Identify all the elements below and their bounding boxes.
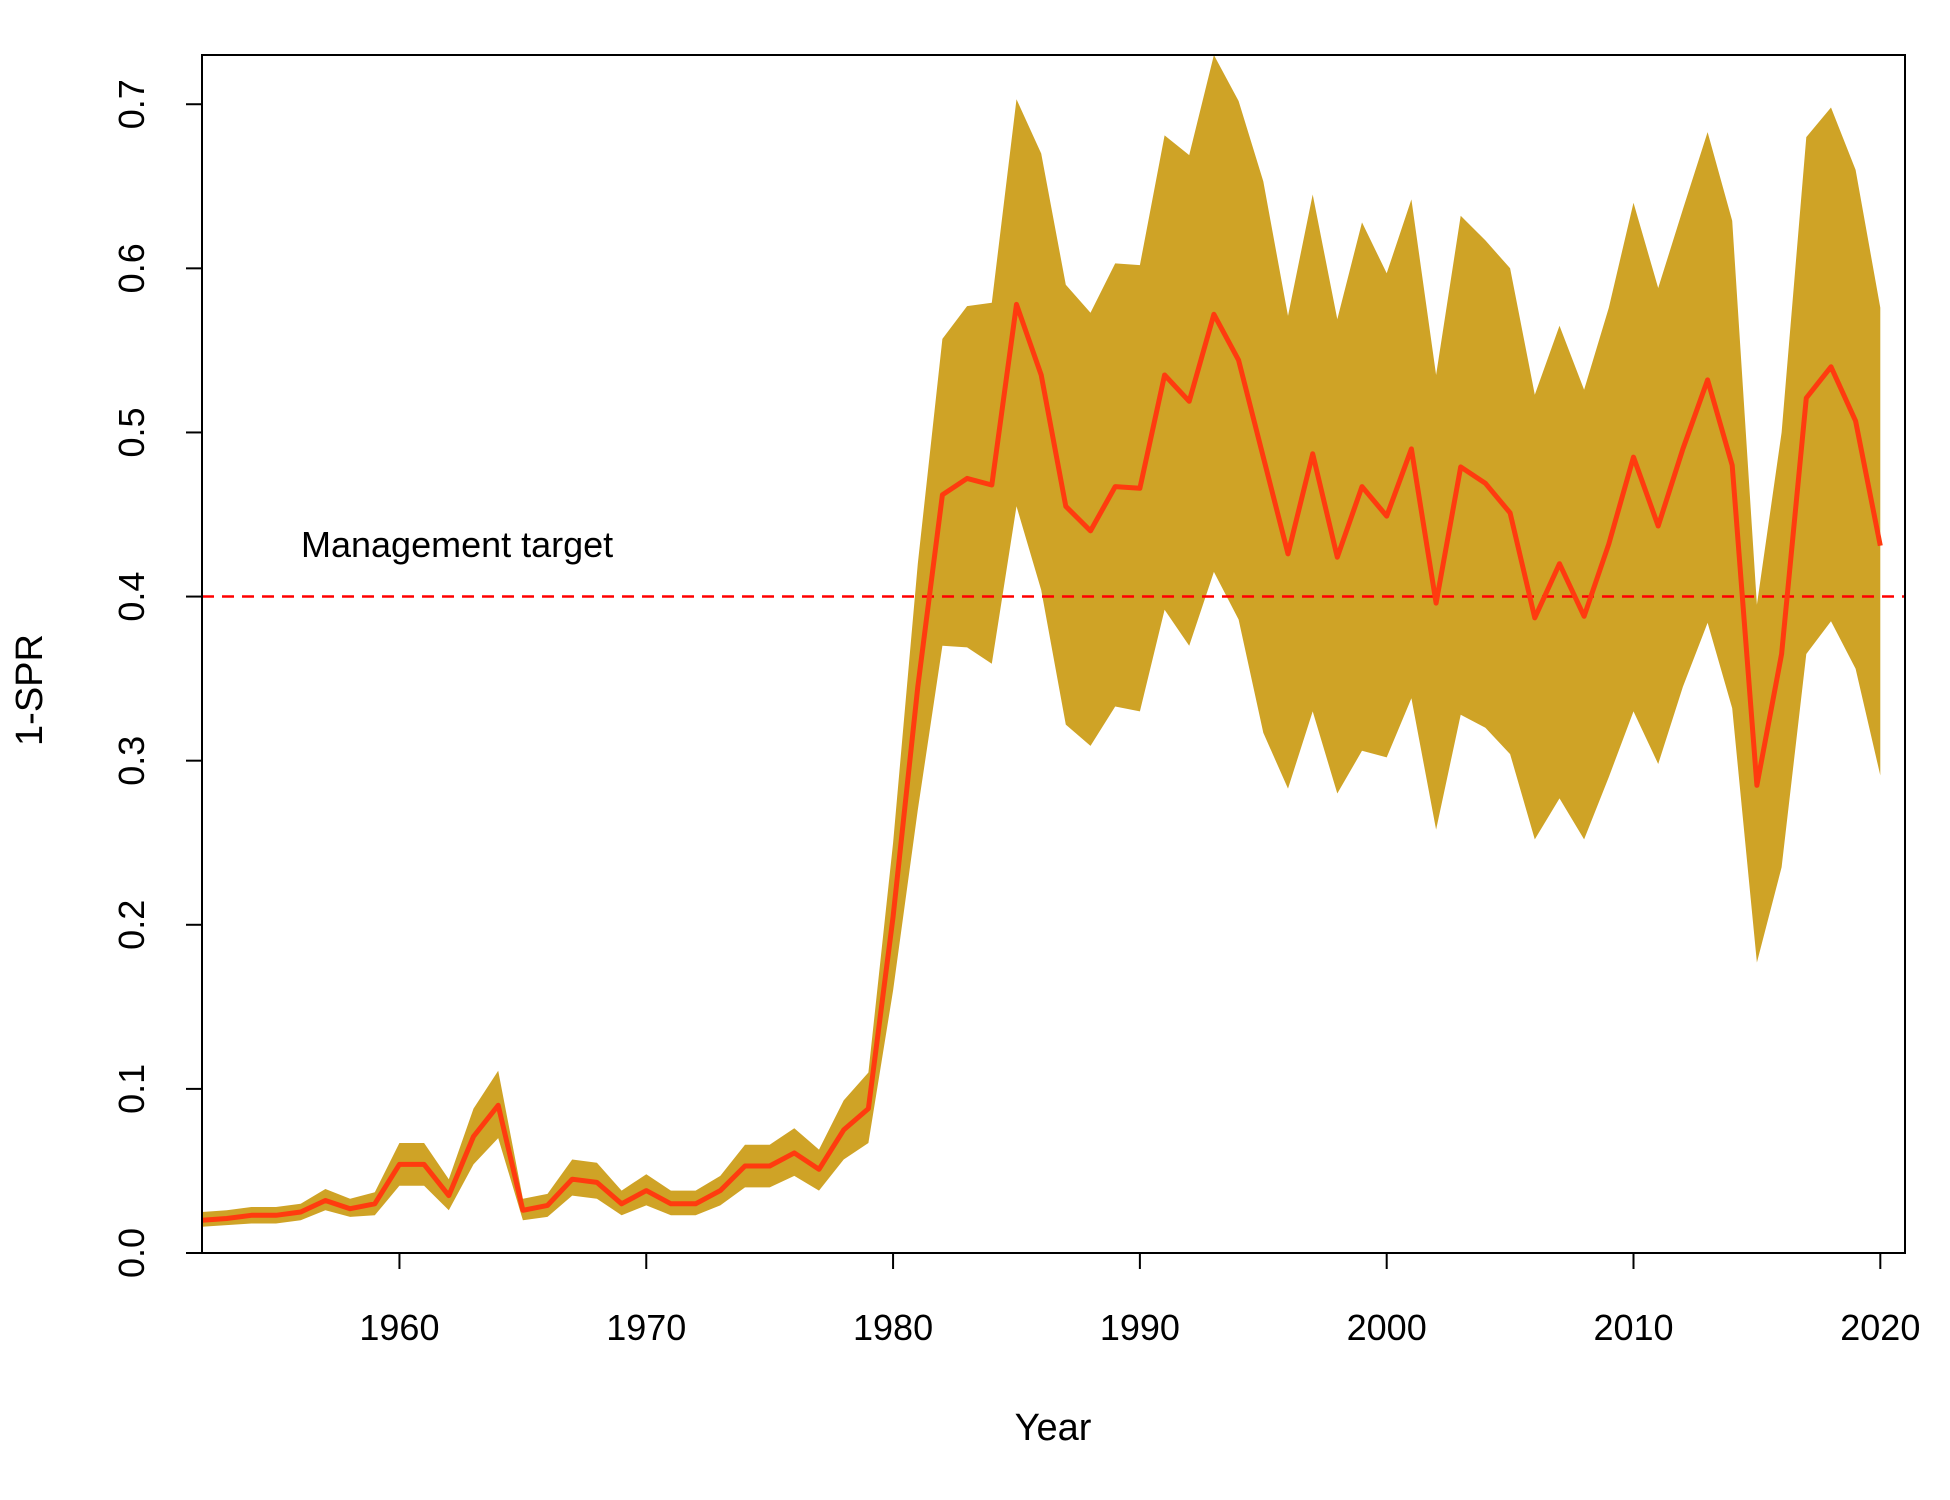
y-tick-label: 0.5 [111, 407, 152, 457]
confidence-band [202, 55, 1881, 1227]
y-tick-label: 0.1 [111, 1064, 152, 1114]
reference-line-label: Management target [301, 524, 613, 565]
y-axis-title: 1-SPR [9, 634, 51, 746]
axes: 1960 1970 1980 1990 2000 2010 2020 0.0 0.1 0.2 0.3… [111, 54, 1920, 1348]
x-axis-title: Year [1015, 1407, 1092, 1449]
y-tick-label: 0.2 [111, 900, 152, 950]
x-tick-label: 2010 [1593, 1307, 1673, 1348]
x-tick-label: 2020 [1840, 1307, 1920, 1348]
y-tick-label: 0.4 [111, 572, 152, 622]
y-tick-label: 0.6 [111, 243, 152, 293]
x-tick-label: 1980 [853, 1307, 933, 1348]
y-tick-label: 0.7 [111, 79, 152, 129]
plot-area [201, 55, 1905, 1227]
x-tick-label: 1990 [1100, 1307, 1180, 1348]
y-tick-label: 0.3 [111, 736, 152, 786]
series-line [201, 301, 1883, 1223]
x-tick-label: 1970 [606, 1307, 686, 1348]
y-tick-label: 0.0 [111, 1228, 152, 1278]
x-tick-label: 2000 [1347, 1307, 1427, 1348]
x-tick-label: 1960 [359, 1307, 439, 1348]
